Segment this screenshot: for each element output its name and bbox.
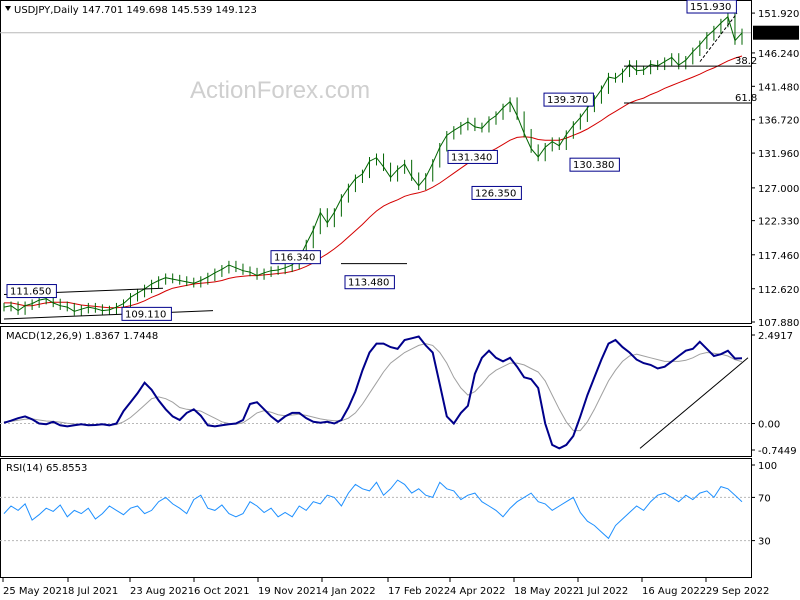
rsi-plot: [0, 479, 751, 542]
price-tick-label: 112.620: [758, 285, 799, 296]
x-tick-label: 4 Jan 2022: [322, 586, 376, 597]
x-tick-label: 29 Sep 2022: [706, 586, 769, 597]
y-axis-ticks: 151.920 146.240 141.480 136.720 131.960 127.0…: [751, 9, 799, 548]
level-box: [6, 284, 57, 299]
rsi-tick-label: 100: [758, 461, 777, 472]
price-tick-label: 122.330: [758, 217, 799, 228]
level-label: 130.380: [573, 160, 614, 171]
level-label: 113.480: [348, 278, 389, 289]
price-tick-label: 141.480: [758, 82, 799, 93]
symbol-marker-icon: [5, 6, 11, 11]
macd-tick-label: -0.7449: [758, 446, 797, 457]
x-axis-ticks: 25 May 2021 8 Jul 2021 23 Aug 2021 6 Oct 20…: [2, 578, 769, 597]
level-box: [686, 0, 737, 14]
level-label: 111.650: [10, 287, 51, 298]
current-price-label: 149.123: [758, 29, 799, 40]
chart-header: USDJPY,Daily 147.701 149.698 145.539 149…: [14, 5, 257, 16]
macd-line: [3, 335, 743, 450]
level-label: 126.350: [475, 188, 516, 199]
level-box: [543, 92, 594, 107]
level-label: 139.370: [547, 95, 588, 106]
fib-label: 61.8: [735, 93, 757, 104]
fib-label: 38.2: [735, 56, 757, 67]
x-tick-label: 17 Feb 2022: [388, 586, 450, 597]
current-price-tag: [753, 25, 799, 40]
macd-tick-label: 0.00: [758, 420, 780, 431]
macd-plot: [0, 335, 751, 450]
level-box: [569, 157, 620, 172]
level-box: [270, 250, 321, 265]
wedge-lower-line: [3, 310, 214, 320]
rsi-line: [3, 479, 743, 540]
rsi-title: RSI(14) 65.8553: [6, 463, 87, 474]
x-tick-label: 23 Aug 2021: [130, 586, 194, 597]
macd-panel: [0, 326, 752, 457]
x-tick-label: 16 Aug 2022: [642, 586, 706, 597]
level-label: 151.930: [690, 2, 731, 13]
level-box: [344, 275, 395, 290]
level-box: [471, 185, 522, 200]
price-tick-label: 151.920: [758, 9, 799, 20]
x-tick-label: 1 Jul 2022: [578, 586, 628, 597]
price-tick-label: 146.240: [758, 49, 799, 60]
level-label: 131.340: [451, 152, 492, 163]
macd-trend-line: [639, 357, 749, 449]
price-tick-label: 117.460: [758, 251, 799, 262]
x-tick-label: 4 Apr 2022: [450, 586, 505, 597]
rsi-tick-label: 70: [758, 493, 771, 504]
level-box: [447, 149, 498, 164]
price-panel: [0, 0, 752, 324]
level-labels: 111.650 109.110 116.340 113.480 131.340 126.3…: [6, 0, 757, 321]
macd-tick-label: 2.4917: [758, 331, 793, 342]
x-tick-label: 25 May 2021: [3, 586, 68, 597]
level-label: 109.110: [125, 309, 166, 320]
price-tick-label: 127.000: [758, 184, 799, 195]
x-tick-label: 6 Oct 2021: [194, 586, 249, 597]
price-tick-label: 131.960: [758, 149, 799, 160]
level-label: 116.340: [274, 253, 315, 264]
rsi-panel: [0, 458, 752, 578]
macd-signal-line: [3, 343, 743, 432]
moving-average-line: [4, 55, 743, 309]
price-line: [3, 15, 743, 312]
macd-title: MACD(12,26,9) 1.8367 1.7448: [6, 331, 158, 342]
x-tick-label: 18 May 2022: [514, 586, 579, 597]
rsi-tick-label: 30: [758, 537, 771, 548]
price-tick-label: 107.880: [758, 318, 799, 329]
watermark: ActionForex.com: [190, 77, 370, 104]
projection-line: [699, 12, 738, 62]
level-box: [121, 306, 172, 321]
x-tick-label: 19 Nov 2021: [258, 586, 322, 597]
price-tick-label: 136.720: [758, 116, 799, 127]
x-tick-label: 8 Jul 2021: [68, 586, 118, 597]
